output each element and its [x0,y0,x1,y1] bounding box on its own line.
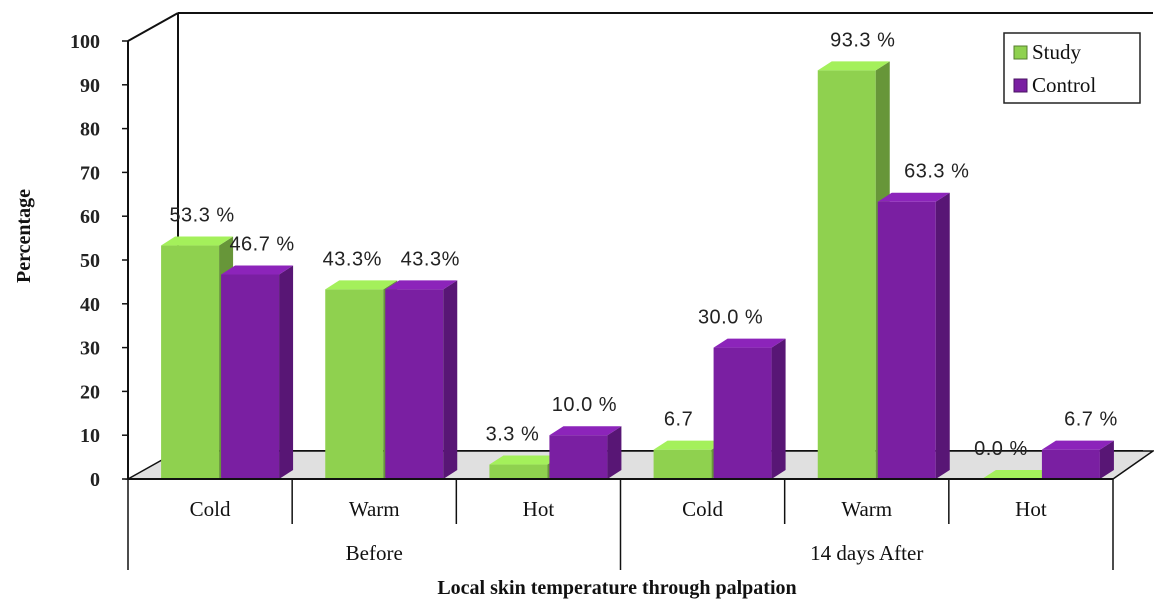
x-category-label: Hot [523,497,555,521]
back-wall-line [178,13,1143,451]
legend-swatch-study [1014,46,1027,59]
bar-front [161,246,219,479]
bar-control-2 [549,426,621,479]
y-axis-title: Percentage [13,189,35,283]
bar-control-4 [878,193,950,479]
y-tick-label: 30 [80,338,100,360]
x-group-label: 14 days After [810,541,923,565]
bar-front [221,274,279,479]
legend-swatch-control [1014,79,1027,92]
y-tick-label: 40 [80,294,100,316]
bar-side [607,426,621,479]
bar-control-0 [221,265,293,479]
x-category-label: Warm [349,497,400,521]
y-tick-label: 10 [80,425,100,447]
data-label: 30.0 % [698,307,763,329]
data-label: 46.7 % [229,233,294,255]
bar-side [936,193,950,479]
x-group-label: Before [346,541,403,565]
data-label: 3.3 % [486,424,540,446]
bar-side [772,339,786,479]
bar-control-3 [714,339,786,479]
x-category-label: Cold [682,497,723,521]
y-tick-label: 60 [80,206,100,228]
data-label: 0.0 % [974,438,1028,460]
y-tick-label: 20 [80,381,100,403]
side-wall-top-line [128,13,178,41]
data-labels: 53.3 % 46.7 % 43.3% 43.3% 3.3 % 10.0 % 6.7 30.0… [169,29,1117,460]
bars [161,61,1114,479]
bar-front [489,465,547,479]
x-axis-title: Local skin temperature through palpation [437,577,796,599]
y-tick-label: 70 [80,162,100,184]
x-axis: Cold Warm Hot Cold Warm Hot Before 14 days Afte… [128,479,1113,570]
bar-side [279,265,293,479]
y-tick-label: 90 [80,75,100,97]
data-label: 43.3% [401,248,460,270]
y-tick-label: 100 [70,31,100,53]
bar-front [549,435,607,479]
x-category-label: Warm [841,497,892,521]
data-label: 10.0 % [552,394,617,416]
y-tick-label: 80 [80,119,100,141]
bar-front [818,70,876,479]
bar-side [443,280,457,479]
bar-front [1042,450,1100,479]
data-label: 63.3 % [904,161,969,183]
legend-label-study: Study [1032,40,1082,64]
x-category-label: Hot [1015,497,1047,521]
data-label: 6.7 % [1064,409,1118,431]
legend: Study Control [1004,33,1140,103]
bar-front [325,289,383,479]
data-label: 6.7 [664,409,693,431]
y-tick-label: 50 [80,250,100,272]
data-label: 93.3 % [830,29,895,51]
bar-front [714,348,772,479]
data-label: 53.3 % [169,205,234,227]
bar-control-5 [1042,441,1114,479]
data-label: 43.3% [323,248,382,270]
x-category-label: Cold [190,497,231,521]
y-axis: 0 10 20 30 40 50 60 70 80 90 100 [70,31,128,491]
bar-control-1 [385,280,457,479]
bar-front [654,450,712,479]
bar-front [878,202,936,479]
y-tick-label: 0 [90,469,100,491]
bar-front [385,289,443,479]
legend-label-control: Control [1032,73,1096,97]
